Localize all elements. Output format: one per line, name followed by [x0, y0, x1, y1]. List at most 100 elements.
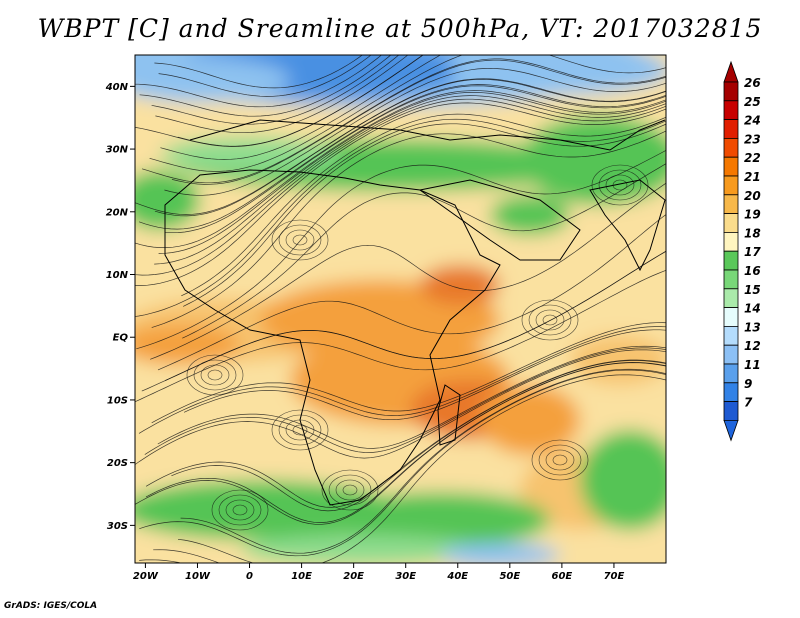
- eddy-streamline: [271, 219, 329, 261]
- colorbar-label: 9: [744, 377, 752, 391]
- eddy-streamline: [591, 164, 649, 206]
- latitude-axis: 40N 30N 20N 10N EQ 10S 20S 30S: [105, 82, 135, 532]
- africa-coastline: [164, 169, 501, 506]
- lat-label: 40N: [105, 82, 129, 93]
- streamline: [139, 369, 666, 557]
- streamline: [183, 329, 666, 421]
- streamline: [153, 549, 221, 563]
- eddy-streamline: [535, 309, 565, 331]
- lon-label: 40E: [446, 571, 468, 582]
- streamline: [144, 347, 666, 455]
- eddy-streamline: [521, 299, 579, 341]
- colorbar-swatch: [723, 231, 739, 252]
- arabia-coastline: [418, 179, 581, 261]
- colorbar-label: 15: [744, 283, 761, 297]
- eddy-streamline: [292, 234, 308, 246]
- colorbar-label: 14: [744, 302, 761, 316]
- colorbar-swatch: [723, 194, 739, 215]
- lon-label: 50E: [499, 571, 520, 582]
- lat-label: 20N: [106, 207, 129, 218]
- grads-credit: GrADS: IGES/COLA: [4, 601, 98, 611]
- streamline: [135, 102, 666, 286]
- streamline: [155, 55, 409, 134]
- colorbar-label: 21: [744, 170, 761, 184]
- colorbar-swatch: [723, 307, 739, 327]
- lon-label: 20E: [343, 571, 364, 582]
- streamline: [135, 349, 666, 466]
- lat-label: 10S: [107, 395, 128, 406]
- colorbar-swatch: [723, 401, 739, 421]
- eddy-streamline: [285, 229, 315, 251]
- streamline: [157, 345, 666, 449]
- lon-label: 70E: [604, 571, 625, 582]
- streamline: [165, 85, 666, 234]
- colorbar-swatch: [723, 119, 739, 139]
- streamline: [139, 559, 183, 563]
- eddy-streamline: [528, 304, 572, 336]
- colorbar: 26 25 24 23 22 21 20 19 18 17 16 15 14 13 12 11 9 7: [723, 60, 761, 442]
- streamline: [135, 55, 383, 108]
- eddy-streamline: [531, 439, 589, 481]
- wbpt-field: [135, 55, 666, 563]
- colorbar-label: 16: [744, 264, 761, 278]
- colorbar-label: 7: [744, 396, 753, 410]
- colorbar-swatch: [723, 382, 739, 402]
- lon-label: 30E: [395, 571, 416, 582]
- streamline: [145, 359, 666, 508]
- colorbar-swatch: [723, 175, 739, 196]
- streamline: [135, 269, 666, 403]
- streamline: [135, 98, 666, 276]
- colorbar-label: 26: [744, 76, 761, 90]
- colorbar-label: 20: [744, 189, 761, 203]
- eddy-streamline: [538, 444, 582, 476]
- streamline: [138, 84, 666, 230]
- lat-label: 30N: [106, 145, 129, 156]
- colorbar-label: 17: [744, 245, 761, 259]
- eddy-streamline: [542, 314, 558, 326]
- streamline: [177, 374, 666, 563]
- colorbar-top-arrow: [723, 60, 739, 83]
- eddy-streamline: [342, 484, 358, 496]
- eddy-streamline: [292, 424, 308, 436]
- colorbar-swatch: [723, 250, 739, 271]
- eddy-streamline: [193, 359, 237, 391]
- colorbar-bottom-arrow: [723, 419, 739, 442]
- eddy-streamline: [186, 354, 244, 396]
- eddy-streamline: [207, 369, 223, 381]
- streamline: [139, 55, 392, 117]
- colorbar-swatch: [723, 100, 739, 121]
- chart-title: WBPT [C] and Sreamline at 500hPa, VT: 20…: [37, 14, 763, 43]
- madagascar-coastline: [437, 384, 461, 446]
- streamline: [171, 360, 666, 512]
- streamline: [154, 78, 666, 217]
- colorbar-label: 23: [744, 132, 761, 146]
- colorbar-swatch: [723, 325, 739, 346]
- streamline: [136, 149, 666, 350]
- mediterranean-coastline: [189, 119, 666, 151]
- eddy-streamline: [278, 414, 322, 446]
- streamline: [164, 67, 666, 196]
- colorbar-label: 12: [744, 339, 761, 353]
- eddy-streamline: [321, 469, 379, 511]
- eddy-streamline: [335, 479, 365, 501]
- streamline: [135, 362, 666, 525]
- eddy-streamline: [545, 449, 575, 471]
- streamline: [141, 250, 666, 392]
- colorbar-swatch: [723, 288, 739, 308]
- streamline: [180, 368, 666, 554]
- streamline: [157, 214, 666, 371]
- lon-label: 0: [246, 571, 253, 582]
- coastlines: [164, 119, 666, 506]
- lat-label: EQ: [113, 333, 129, 344]
- lon-label: 10W: [185, 571, 211, 582]
- streamline: [141, 58, 666, 184]
- colorbar-label: 25: [744, 95, 761, 109]
- india-coastline: [589, 179, 666, 272]
- lon-label: 60E: [552, 571, 573, 582]
- eddy-streamline: [200, 364, 230, 386]
- lat-label: 10N: [106, 270, 129, 281]
- colorbar-label: 11: [744, 358, 761, 372]
- eddy-streamline: [232, 504, 248, 516]
- streamline: [160, 55, 442, 160]
- colorbar-label: 19: [744, 208, 761, 222]
